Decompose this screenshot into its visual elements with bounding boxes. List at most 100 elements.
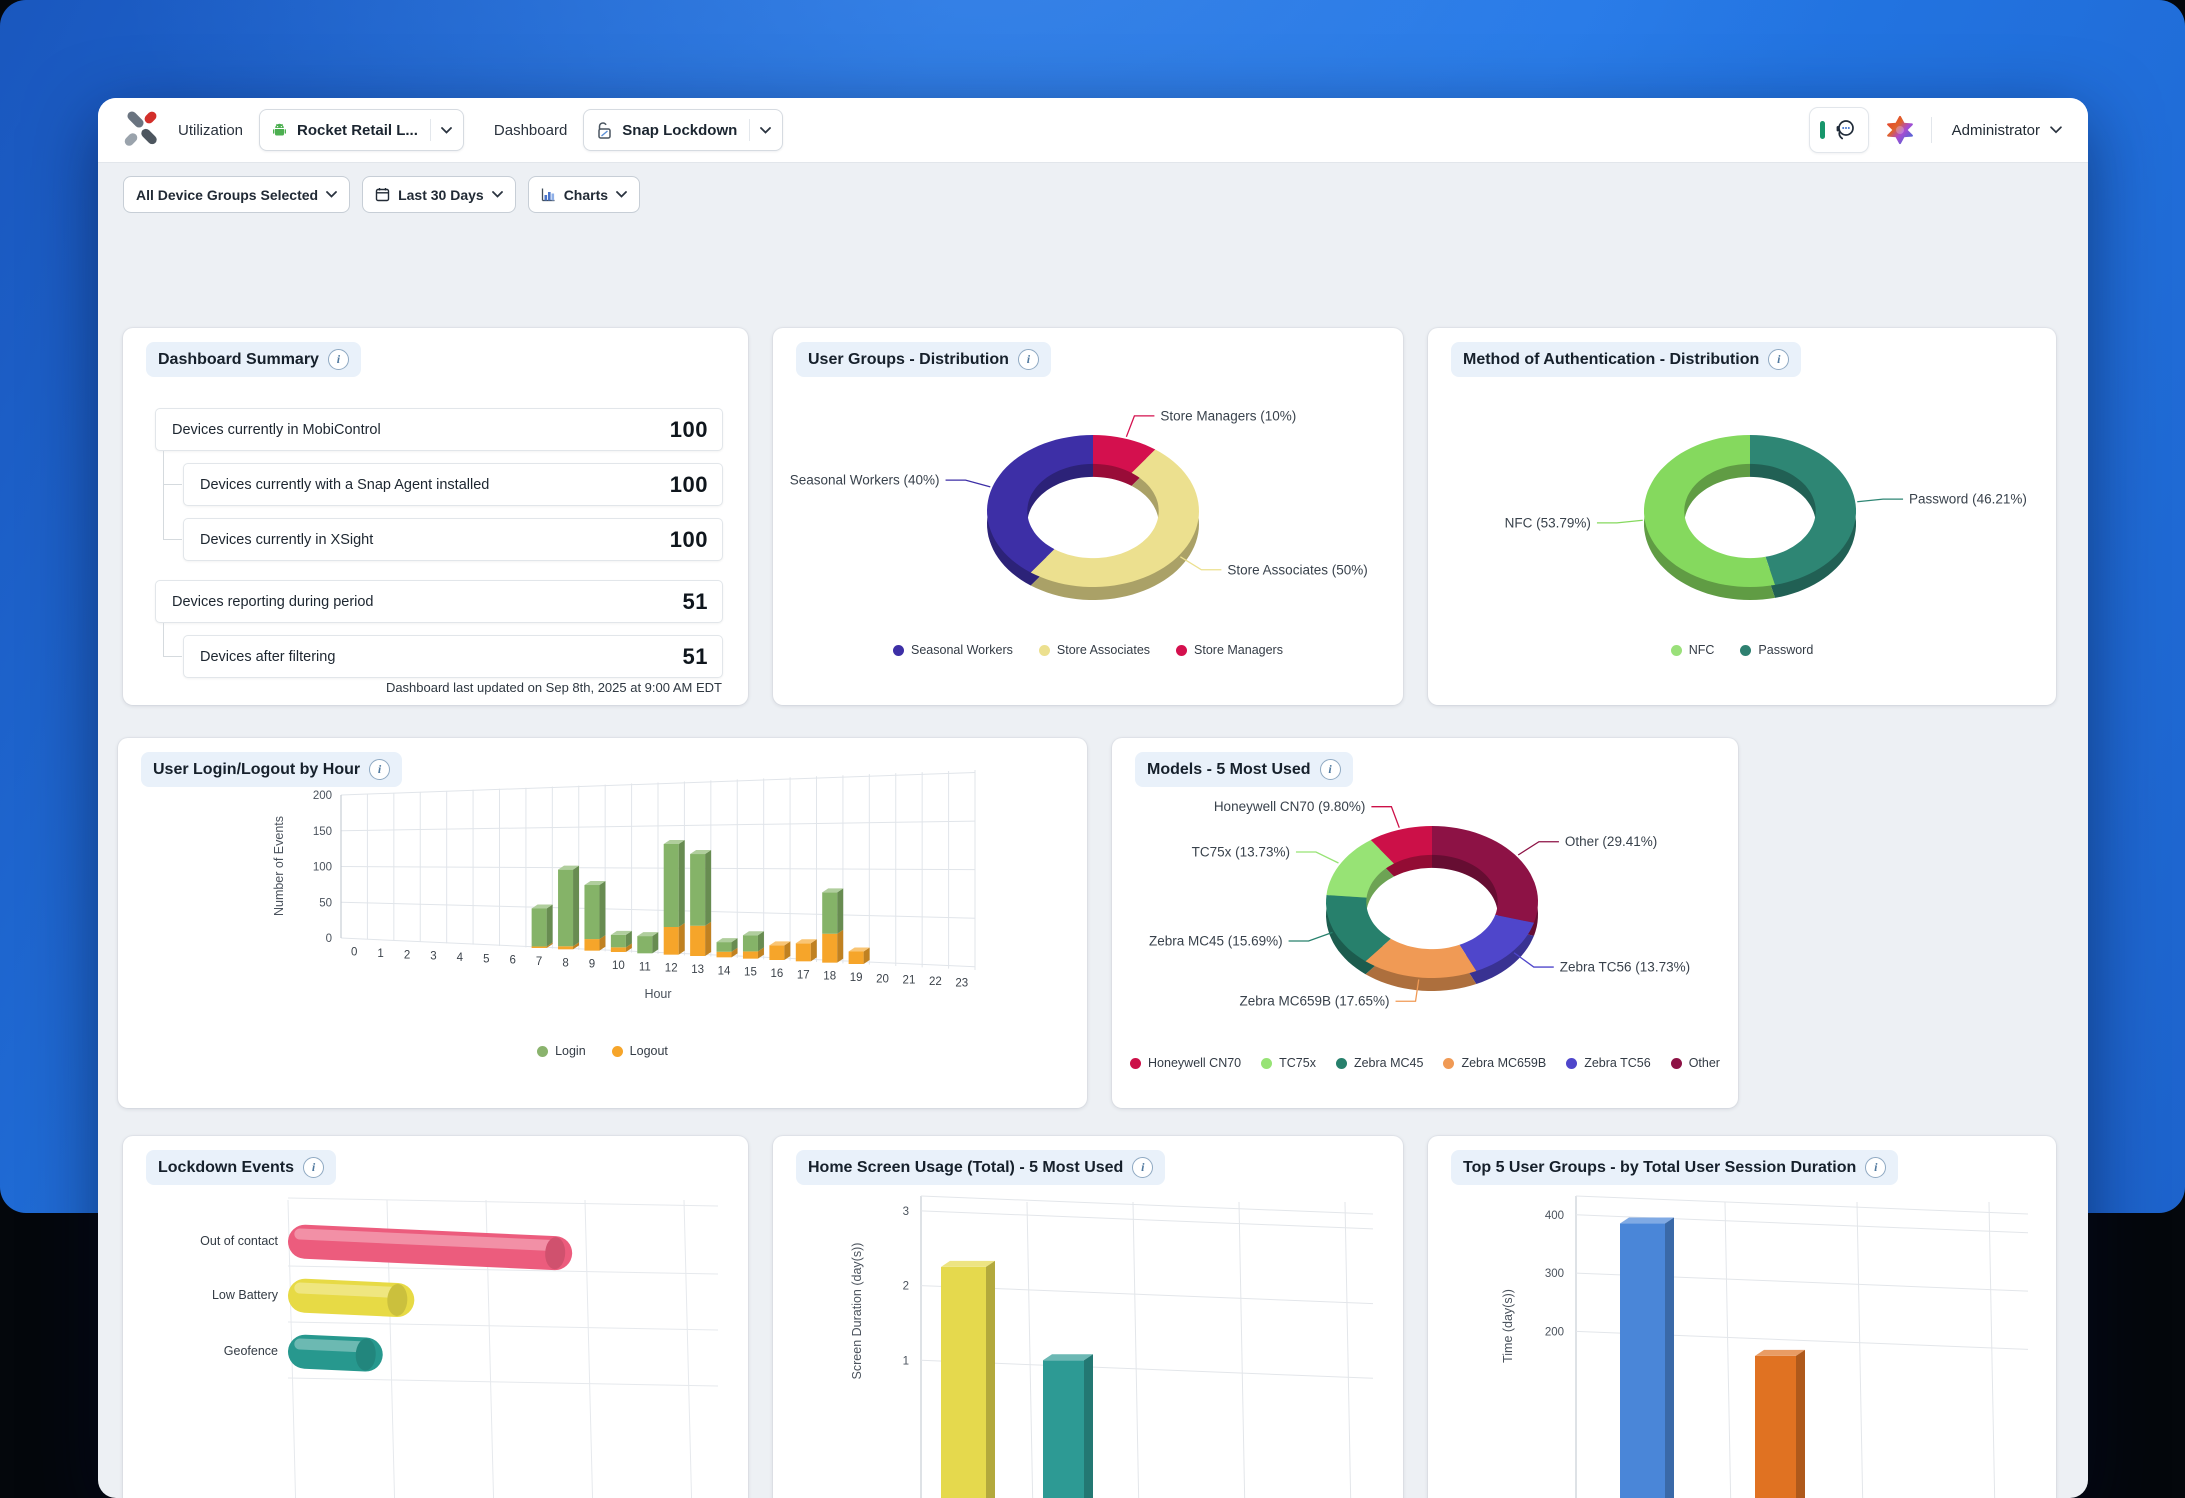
svg-text:Hour: Hour xyxy=(644,987,671,1001)
vbar[interactable] xyxy=(1043,1360,1084,1498)
card-title-chip: Top 5 User Groups - by Total User Sessio… xyxy=(1451,1150,1898,1185)
summary-row-value: 51 xyxy=(683,589,708,615)
bar-segment-logout[interactable] xyxy=(584,939,599,951)
category-label: Low Battery xyxy=(212,1288,279,1302)
bar-segment-logout[interactable] xyxy=(690,926,705,956)
svg-text:8: 8 xyxy=(562,957,568,969)
vbar[interactable] xyxy=(941,1267,986,1498)
chevron-down-icon xyxy=(441,127,452,134)
info-icon[interactable]: i xyxy=(1320,759,1341,780)
bar-segment-logout[interactable] xyxy=(558,946,573,949)
legend-item[interactable]: Store Managers xyxy=(1176,643,1283,657)
bar-segment-login[interactable] xyxy=(532,908,547,946)
svg-text:13: 13 xyxy=(691,964,704,976)
donut-slice-label: Zebra MC45 (15.69%) xyxy=(1149,933,1283,948)
svg-text:9: 9 xyxy=(589,959,595,971)
svg-text:2: 2 xyxy=(903,1281,909,1293)
legend-dot xyxy=(1671,1058,1682,1069)
svg-text:20: 20 xyxy=(876,973,889,985)
card-title: Method of Authentication - Distribution xyxy=(1463,351,1759,369)
legend-item[interactable]: Zebra MC45 xyxy=(1336,1056,1423,1070)
card-title-chip: Models - 5 Most Used i xyxy=(1135,752,1353,787)
dashboard-selector[interactable]: Snap Lockdown xyxy=(583,109,783,151)
bar-segment-login[interactable] xyxy=(664,844,679,927)
card-title: User Groups - Distribution xyxy=(808,351,1009,369)
svg-text:5: 5 xyxy=(483,953,489,965)
summary-row-value: 100 xyxy=(670,472,708,498)
bar-segment-logout[interactable] xyxy=(769,945,784,960)
vbar[interactable] xyxy=(1620,1224,1665,1498)
info-icon[interactable]: i xyxy=(328,349,349,370)
date-range-filter[interactable]: Last 30 Days xyxy=(362,176,516,213)
desktop-background: Utilization Rocket Retail L... xyxy=(0,0,2185,1213)
bar-segment-logout[interactable] xyxy=(664,927,679,955)
donut-slice-label: Store Managers (10%) xyxy=(1160,408,1296,423)
legend-item[interactable]: Zebra MC659B xyxy=(1443,1056,1546,1070)
profile-selector[interactable]: Rocket Retail L... xyxy=(259,109,464,151)
legend-item[interactable]: Password xyxy=(1740,643,1813,657)
models-donut-chart: Other (29.41%)Zebra TC56 (13.73%)Zebra M… xyxy=(1112,738,1738,1108)
bar-segment-login[interactable] xyxy=(743,935,758,951)
chart-legend: Honeywell CN70 TC75x Zebra MC45 Zebra MC659… xyxy=(1112,1056,1738,1070)
svg-text:400: 400 xyxy=(1545,1210,1564,1222)
info-icon[interactable]: i xyxy=(1768,349,1789,370)
bar-segment-login[interactable] xyxy=(584,885,599,939)
ai-star-icon[interactable] xyxy=(1885,115,1915,145)
bar-segment-logout[interactable] xyxy=(822,934,837,963)
svg-text:300: 300 xyxy=(1545,1268,1564,1280)
bar-segment-login[interactable] xyxy=(717,942,732,952)
card-title: User Login/Logout by Hour xyxy=(153,761,360,779)
legend-item[interactable]: Honeywell CN70 xyxy=(1130,1056,1241,1070)
svg-text:16: 16 xyxy=(770,968,783,980)
legend-item[interactable]: NFC xyxy=(1671,643,1715,657)
headset-chat-icon xyxy=(1832,118,1858,142)
bar-segment-login[interactable] xyxy=(611,935,626,947)
top5-user-groups-card: Top 5 User Groups - by Total User Sessio… xyxy=(1428,1136,2056,1498)
app-window: Utilization Rocket Retail L... xyxy=(98,98,2088,1498)
chevron-down-icon xyxy=(492,191,503,198)
donut-slice-label: Honeywell CN70 (9.80%) xyxy=(1214,799,1366,814)
info-icon[interactable]: i xyxy=(1865,1157,1886,1178)
info-icon[interactable]: i xyxy=(369,759,390,780)
bar-segment-logout[interactable] xyxy=(796,943,811,961)
summary-row-label: Devices reporting during period xyxy=(172,594,374,610)
info-icon[interactable]: i xyxy=(303,1157,324,1178)
summary-row: Devices currently in MobiControl 100 xyxy=(155,408,723,451)
legend-item[interactable]: Logout xyxy=(612,1044,668,1058)
device-groups-filter[interactable]: All Device Groups Selected xyxy=(123,176,350,213)
bar-segment-logout[interactable] xyxy=(717,952,732,958)
support-chat-button[interactable] xyxy=(1809,107,1869,153)
view-mode-filter[interactable]: Charts xyxy=(528,176,640,213)
bar-segment-login[interactable] xyxy=(822,892,837,933)
vbar[interactable] xyxy=(1755,1356,1796,1498)
bar-segment-login[interactable] xyxy=(690,854,705,926)
user-menu-label: Administrator xyxy=(1952,122,2040,139)
legend-item[interactable]: Other xyxy=(1671,1056,1720,1070)
legend-item[interactable]: Seasonal Workers xyxy=(893,643,1013,657)
bar-segment-logout[interactable] xyxy=(611,947,626,952)
status-indicator xyxy=(1820,121,1825,139)
legend-item[interactable]: TC75x xyxy=(1261,1056,1316,1070)
legend-item[interactable]: Zebra TC56 xyxy=(1566,1056,1650,1070)
card-title: Home Screen Usage (Total) - 5 Most Used xyxy=(808,1159,1123,1177)
dashboard-selector-value: Snap Lockdown xyxy=(622,122,737,139)
info-icon[interactable]: i xyxy=(1018,349,1039,370)
info-icon[interactable]: i xyxy=(1132,1157,1153,1178)
bar-segment-logout[interactable] xyxy=(532,946,547,948)
user-groups-card: User Groups - Distribution i Store Manag… xyxy=(773,328,1403,705)
unlock-icon xyxy=(595,121,613,140)
card-title-chip: User Login/Logout by Hour i xyxy=(141,752,402,787)
summary-row-label: Devices after filtering xyxy=(200,649,335,665)
chart-legend: NFC Password xyxy=(1428,643,2056,657)
summary-row-value: 100 xyxy=(670,417,708,443)
dashboard-nav-label: Dashboard xyxy=(494,122,567,139)
bar-segment-login[interactable] xyxy=(558,870,573,947)
svg-text:6: 6 xyxy=(510,955,516,967)
legend-item[interactable]: Store Associates xyxy=(1039,643,1150,657)
user-menu[interactable]: Administrator xyxy=(1948,116,2066,145)
summary-row: Devices after filtering 51 xyxy=(183,635,723,678)
legend-item[interactable]: Login xyxy=(537,1044,586,1058)
bar-segment-login[interactable] xyxy=(637,936,652,953)
bar-segment-logout[interactable] xyxy=(849,952,864,964)
bar-segment-logout[interactable] xyxy=(743,951,758,958)
